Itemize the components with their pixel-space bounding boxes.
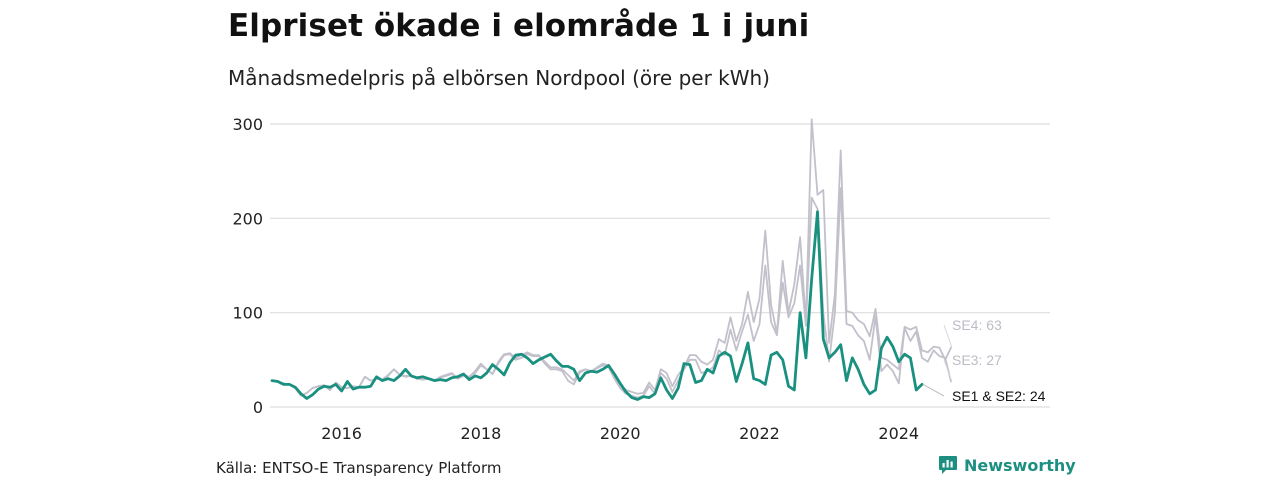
y-tick-label: 300 [232,115,263,134]
end-label-leader [922,383,945,397]
x-tick-label: 2024 [878,424,919,443]
end-label-se1-se2: SE1 & SE2: 24 [952,388,1046,404]
end-labels: SE4: 63 SE3: 27 SE1 & SE2: 24 [922,317,1046,404]
end-label-se4: SE4: 63 [952,317,1002,333]
y-tick-label: 100 [232,304,263,323]
end-label-se3: SE3: 27 [952,352,1002,368]
brand-logo: Newsworthy [938,455,1076,475]
end-label-leader [943,359,953,382]
brand-name: Newsworthy [964,455,1076,475]
y-tick-label: 200 [232,209,263,228]
chart-title: Elpriset ökade i elområde 1 i juni [228,8,810,44]
x-tick-label: 2016 [321,424,362,443]
x-axis-ticks: 2016 2018 2020 2022 2024 [321,424,919,443]
end-label-leader [943,324,953,348]
x-tick-label: 2020 [600,424,641,443]
series-lines [270,118,952,401]
y-tick-label: 0 [253,398,263,417]
series-line-se1-se2 [270,210,924,401]
y-axis-ticks: 0 100 200 300 [232,115,263,417]
series-line-se3 [271,187,952,399]
x-tick-label: 2018 [461,424,502,443]
newsworthy-logo-icon [939,456,957,474]
series-line-se4 [271,118,952,397]
grid-lines [270,123,1050,408]
source-note: Källa: ENTSO-E Transparency Platform [216,459,502,477]
chart-subtitle: Månadsmedelpris på elbörsen Nordpool (ör… [228,66,770,90]
x-tick-label: 2022 [739,424,780,443]
